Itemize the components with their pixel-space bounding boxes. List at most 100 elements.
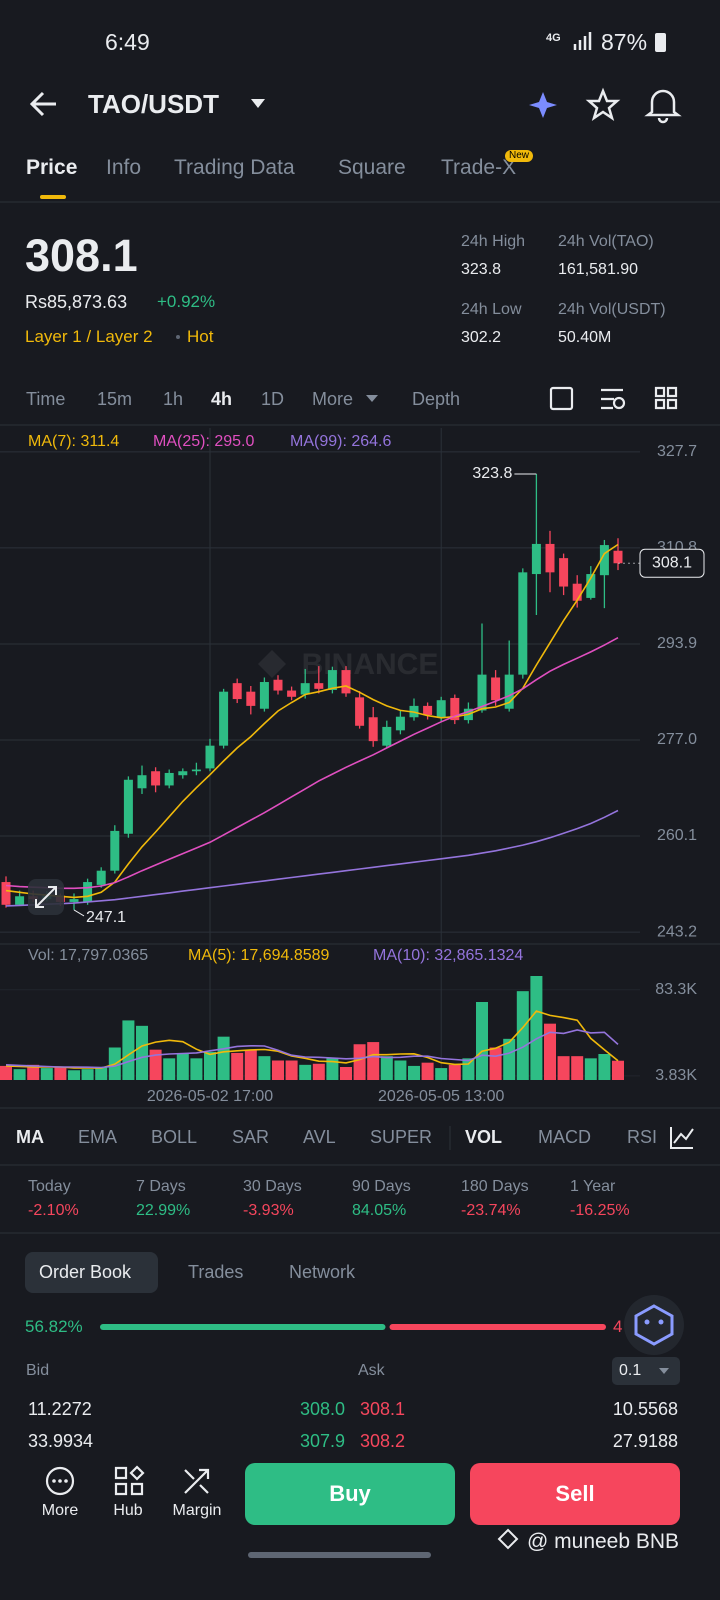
interval[interactable]: Time	[26, 389, 66, 409]
tag[interactable]: Layer 1 / Layer 2	[25, 327, 153, 346]
bid-qty: 11.2272	[28, 1399, 92, 1419]
more-dropdown[interactable]	[366, 395, 378, 402]
indicator-tab[interactable]: MA	[16, 1127, 44, 1147]
settings-icon[interactable]	[601, 388, 623, 410]
precision[interactable]: 0.1	[619, 1362, 642, 1379]
buy-button[interactable]: Buy	[245, 1463, 455, 1525]
indicator-tab[interactable]: BOLL	[151, 1127, 198, 1147]
indicator-tab[interactable]: SUPER	[370, 1127, 433, 1147]
volume-bar	[81, 1069, 94, 1080]
ask-header: Ask	[358, 1362, 385, 1379]
margin-icon[interactable]	[184, 1468, 210, 1494]
stat-label: 24h Vol(TAO)	[558, 233, 654, 250]
tab[interactable]: Square	[338, 156, 406, 179]
book-tab[interactable]: Order Book	[39, 1262, 132, 1282]
candle-body	[205, 745, 215, 769]
nav-label[interactable]: More	[41, 1502, 79, 1519]
candle-body	[232, 683, 242, 700]
volume-bar	[612, 1060, 624, 1080]
hub-icon[interactable]	[114, 1465, 145, 1496]
y-tick-label: 260.1	[657, 827, 697, 844]
indicator-tab[interactable]: MACD	[538, 1127, 591, 1147]
candle-body	[246, 691, 256, 706]
candle-body	[341, 670, 351, 694]
volume-bar	[476, 1002, 488, 1080]
volume-bar	[176, 1054, 189, 1080]
volume-bar	[272, 1060, 284, 1080]
volume-bar	[408, 1065, 420, 1080]
precision-select[interactable]	[612, 1357, 680, 1385]
interval[interactable]: Depth	[412, 389, 461, 409]
bid-price: 307.9	[299, 1431, 345, 1451]
period-label: 180 Days	[461, 1178, 529, 1195]
y-tick-label: 3.83K	[655, 1067, 697, 1084]
volume-bar	[394, 1060, 407, 1080]
volume-bar	[122, 1020, 135, 1080]
candle-body	[83, 882, 93, 902]
back-button[interactable]	[29, 91, 56, 117]
period-change: -3.93%	[243, 1202, 294, 1219]
plot-area: 327.7310.8293.9277.0260.1243.283.3K3.83K…	[0, 428, 720, 1105]
alert-icon[interactable]	[644, 89, 682, 124]
ma-line	[5, 543, 619, 899]
more-icon[interactable]	[45, 1466, 75, 1496]
volume-bar	[231, 1052, 244, 1080]
fullscreen-icon[interactable]	[549, 386, 574, 411]
indicator-tab[interactable]: RSI	[627, 1127, 658, 1147]
candle-body	[382, 726, 392, 746]
candle-body	[531, 543, 541, 575]
interval[interactable]: 4h	[211, 389, 233, 409]
interval[interactable]: 1h	[163, 389, 184, 409]
assistant-bg	[624, 1295, 684, 1355]
candle-body	[477, 674, 487, 711]
volume-bar	[448, 1064, 461, 1080]
book-tab[interactable]: Trades	[188, 1262, 244, 1282]
volume-bar	[503, 1038, 516, 1080]
candle-body	[599, 545, 609, 576]
bottom-overlay	[45, 1465, 519, 1558]
tab[interactable]: Trading Data	[174, 156, 295, 179]
assistant-icon[interactable]	[624, 1295, 684, 1355]
volume-bar	[340, 1067, 352, 1080]
volume-bar	[217, 1036, 230, 1080]
chart-icon[interactable]	[670, 1127, 694, 1149]
period-change: 22.99%	[136, 1202, 191, 1219]
tab[interactable]: Trade-X	[441, 156, 517, 179]
interval[interactable]: More	[312, 389, 354, 409]
book-tab[interactable]: Network	[289, 1262, 356, 1282]
interval[interactable]: 1D	[261, 389, 285, 409]
layout-icon[interactable]	[654, 386, 678, 410]
depth-bar	[100, 1324, 606, 1330]
pair-dropdown[interactable]	[251, 99, 265, 108]
favorite-icon[interactable]	[585, 87, 621, 121]
period-label: 7 Days	[136, 1178, 186, 1195]
interval[interactable]: 15m	[97, 389, 133, 409]
volume-bar	[258, 1056, 271, 1080]
sell-button[interactable]: Sell	[470, 1463, 680, 1525]
tag[interactable]: Hot	[187, 327, 214, 346]
volume-bar	[489, 1047, 502, 1080]
dot	[52, 1479, 56, 1483]
ask-ratio-bar	[389, 1324, 606, 1330]
ai-icon[interactable]	[529, 92, 557, 118]
indicator-tab[interactable]: VOL	[465, 1127, 503, 1147]
expand-button[interactable]	[28, 879, 64, 915]
volume-title: Vol: 17,797.0365	[28, 947, 148, 964]
candle-body	[178, 771, 188, 776]
candle-body	[110, 830, 120, 871]
pair-title[interactable]: TAO/USDT	[88, 89, 219, 119]
price-change: +0.92%	[157, 292, 216, 311]
high-label: 323.8	[472, 465, 512, 482]
candle-body	[586, 574, 596, 598]
indicator-tab[interactable]: SAR	[232, 1127, 270, 1147]
new-badge: New	[505, 150, 534, 162]
tab[interactable]: Info	[106, 156, 142, 179]
indicator-tab[interactable]: EMA	[78, 1127, 118, 1147]
legend-entry: MA(10): 32,865.1324	[373, 947, 523, 964]
volume-bar	[0, 1065, 12, 1080]
ask-qty: 27.9188	[612, 1431, 678, 1451]
indicator-tab[interactable]: AVL	[303, 1127, 336, 1147]
tab[interactable]: Price	[26, 156, 78, 179]
nav-label[interactable]: Hub	[113, 1502, 143, 1519]
nav-label[interactable]: Margin	[172, 1502, 222, 1519]
